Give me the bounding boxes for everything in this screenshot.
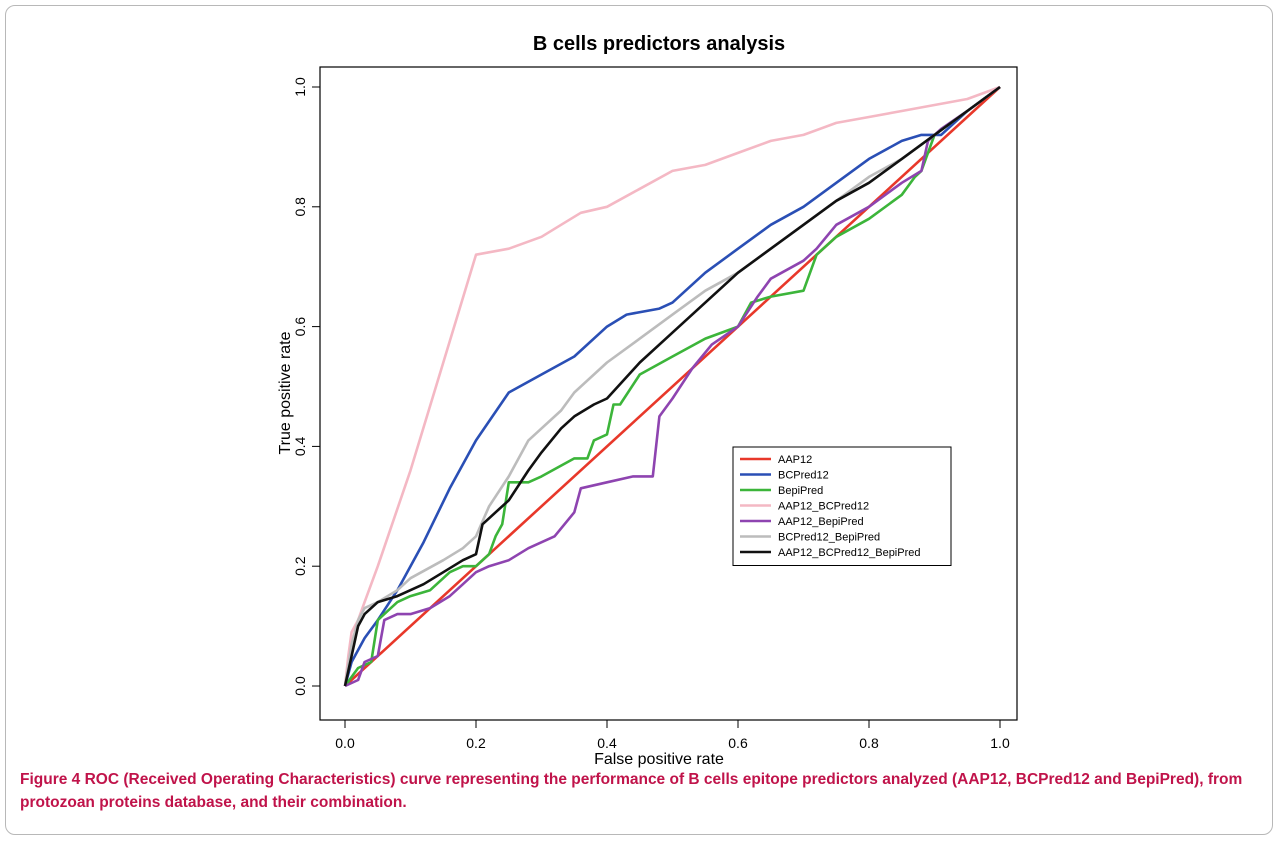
x-tick-label: 0.8 bbox=[859, 735, 879, 751]
legend-label: BCPred12_BepiPred bbox=[778, 532, 880, 544]
x-tick-label: 0.2 bbox=[466, 735, 486, 751]
y-tick-label: 0.2 bbox=[292, 556, 308, 576]
x-axis: 0.0 0.2 0.4 0.6 0.8 1.0 bbox=[335, 719, 1010, 751]
series-line-bcpred12 bbox=[343, 85, 1001, 687]
chart-title: B cells predictors analysis bbox=[533, 33, 785, 55]
x-tick-label: 1.0 bbox=[990, 735, 1010, 751]
series-line-aap12-bcpred12 bbox=[343, 85, 1001, 687]
series-line-aap12-bcpred12-bepipred bbox=[343, 85, 1001, 687]
legend-label: AAP12_BCPred12_BepiPred bbox=[778, 547, 920, 559]
legend-label: BCPred12 bbox=[778, 470, 829, 482]
y-tick-label: 1.0 bbox=[292, 77, 308, 97]
series-line-aap12 bbox=[344, 86, 1001, 687]
series-line-bepipred bbox=[343, 85, 1001, 687]
y-axis-label: True positive rate bbox=[277, 331, 294, 454]
legend-label: BepiPred bbox=[778, 485, 823, 497]
y-tick-label: 0.6 bbox=[292, 317, 308, 337]
y-axis: 0.0 0.2 0.4 0.6 0.8 1.0 bbox=[292, 77, 321, 696]
legend-label: AAP12_BCPred12 bbox=[778, 501, 869, 513]
x-tick-label: 0.6 bbox=[728, 735, 748, 751]
caption-figure-label: Figure 4 bbox=[20, 771, 81, 788]
roc-chart: B cells predictors analysis 0.0 0.2 0.4 0.6… bbox=[277, 33, 1018, 768]
legend: AAP12 BCPred12 BepiPred AAP12_BCPred12 AAP12… bbox=[732, 446, 952, 566]
x-tick-label: 0.0 bbox=[335, 735, 355, 751]
legend-label: AAP12 bbox=[778, 454, 812, 466]
y-tick-label: 0.4 bbox=[292, 436, 308, 456]
legend-label: AAP12_BepiPred bbox=[778, 516, 864, 528]
figure-caption: Figure 4 ROC (Received Operating Charact… bbox=[20, 768, 1265, 814]
x-tick-label: 0.4 bbox=[597, 735, 617, 751]
series-line-aap12-bepipred bbox=[344, 85, 1001, 688]
x-axis-label: False positive rate bbox=[594, 751, 724, 768]
caption-text: ROC (Received Operating Characteristics)… bbox=[20, 771, 1243, 811]
series-line-bcpred12-bepipred bbox=[343, 85, 1001, 687]
plot-frame bbox=[319, 66, 1018, 721]
y-tick-label: 0.8 bbox=[292, 197, 308, 217]
y-tick-label: 0.0 bbox=[292, 676, 308, 696]
series-lines bbox=[343, 85, 1001, 688]
figure-frame bbox=[5, 5, 1273, 835]
